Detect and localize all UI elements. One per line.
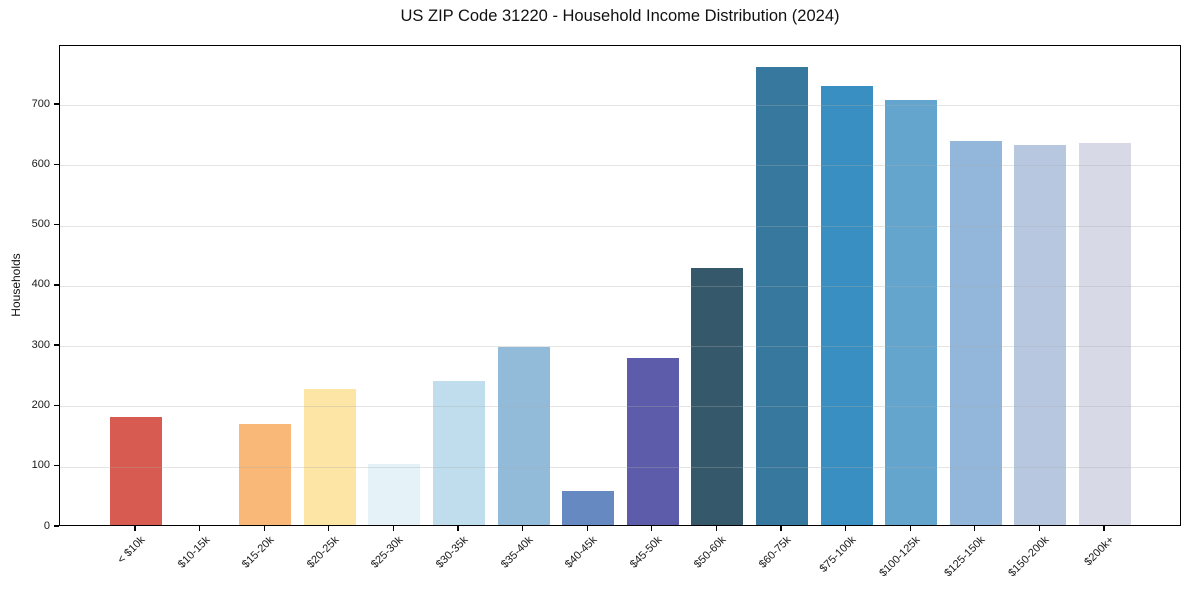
bar-$15-20k (239, 423, 292, 525)
y-tick-mark-400 (54, 284, 59, 286)
x-tick-mark-$35-40k (521, 526, 524, 531)
x-tick-label-$25-30k: $25-30k (369, 534, 406, 571)
x-tick-mark-$10-15k (198, 526, 201, 531)
gridline-300 (60, 346, 1180, 348)
bar-$125-150k (949, 141, 1002, 525)
bar-$20-25k (303, 389, 356, 525)
y-tick-label-600: 600 (31, 157, 50, 170)
y-tick-label-400: 400 (31, 278, 50, 291)
gridline-200 (60, 406, 1180, 408)
x-tick-mark-$15-20k (263, 526, 265, 531)
x-tick-label-$20-25k: $20-25k (304, 534, 342, 571)
y-tick-label-100: 100 (31, 459, 50, 472)
gridline-100 (60, 466, 1180, 468)
x-tick-mark-$50-60k (715, 526, 718, 531)
x-tick-label-$35-40k: $35-40k (498, 534, 536, 571)
bar-$75-100k (820, 85, 873, 525)
x-tick-label-$150-200k: $150-200k (1006, 534, 1052, 580)
gridline-700 (60, 105, 1180, 107)
x-tick-label-$15-20k: $15-20k (240, 534, 277, 571)
y-tick-label-700: 700 (31, 97, 50, 110)
chart-title: US ZIP Code 31220 - Household Income Dis… (400, 7, 840, 25)
y-tick-label-300: 300 (31, 338, 50, 351)
y-tick-mark-0 (54, 525, 59, 527)
x-tick-mark-$40-45k (586, 526, 588, 531)
y-tick-label-0: 0 (43, 519, 50, 532)
bar-$60-75k (756, 66, 808, 525)
y-tick-mark-300 (54, 344, 59, 346)
x-tick-label-$50-60k: $50-60k (692, 534, 729, 571)
gridline-400 (60, 285, 1180, 287)
x-tick-mark-$20-25k (328, 526, 330, 531)
y-tick-mark-500 (54, 223, 59, 226)
x-tick-label-< $10k: < $10k (115, 534, 148, 567)
gridline-600 (60, 165, 1180, 167)
x-tick-label-$40-45k: $40-45k (563, 534, 600, 571)
x-tick-mark-$30-35k (457, 526, 459, 531)
x-tick-mark-$60-75k (780, 526, 782, 531)
bar-$50-60k (691, 268, 744, 525)
y-tick-mark-700 (54, 103, 59, 105)
x-tick-label-$10-15k: $10-15k (175, 534, 213, 571)
y-tick-label-500: 500 (31, 218, 50, 231)
x-tick-label-$125-150k: $125-150k (942, 534, 988, 580)
x-tick-mark-$75-100k (844, 526, 847, 531)
bar-$100-125k (885, 100, 938, 525)
bar-$40-45k (562, 490, 615, 525)
x-tick-mark-$200k+ (1103, 526, 1105, 531)
plot-area (59, 45, 1181, 526)
x-tick-mark-$100-125k (909, 526, 911, 531)
bar-$25-30k (368, 463, 421, 525)
bar-$45-50k (626, 358, 679, 525)
y-tick-mark-600 (54, 163, 59, 166)
gridline-500 (60, 225, 1180, 227)
x-tick-mark-< $10k (134, 526, 136, 531)
y-tick-mark-100 (54, 465, 59, 467)
x-tick-mark-$25-30k (392, 526, 395, 531)
x-tick-label-$45-50k: $45-50k (627, 534, 665, 571)
x-tick-mark-$45-50k (651, 526, 653, 531)
x-tick-label-$100-125k: $100-125k (877, 534, 923, 580)
x-tick-label-$30-35k: $30-35k (433, 534, 471, 571)
bar-$150-200k (1014, 145, 1067, 525)
bar-$200k+ (1079, 142, 1131, 525)
y-tick-mark-200 (54, 404, 59, 407)
x-tick-label-$60-75k: $60-75k (756, 534, 794, 571)
y-tick-label-200: 200 (31, 398, 50, 411)
bar-$30-35k (433, 380, 485, 525)
x-tick-mark-$150-200k (1038, 526, 1041, 531)
x-tick-label-$75-100k: $75-100k (817, 534, 859, 575)
x-tick-mark-$125-150k (974, 526, 976, 531)
x-tick-label-$200k+: $200k+ (1082, 534, 1117, 569)
bar-$35-40k (497, 346, 550, 525)
bar-< $10k (110, 416, 162, 525)
